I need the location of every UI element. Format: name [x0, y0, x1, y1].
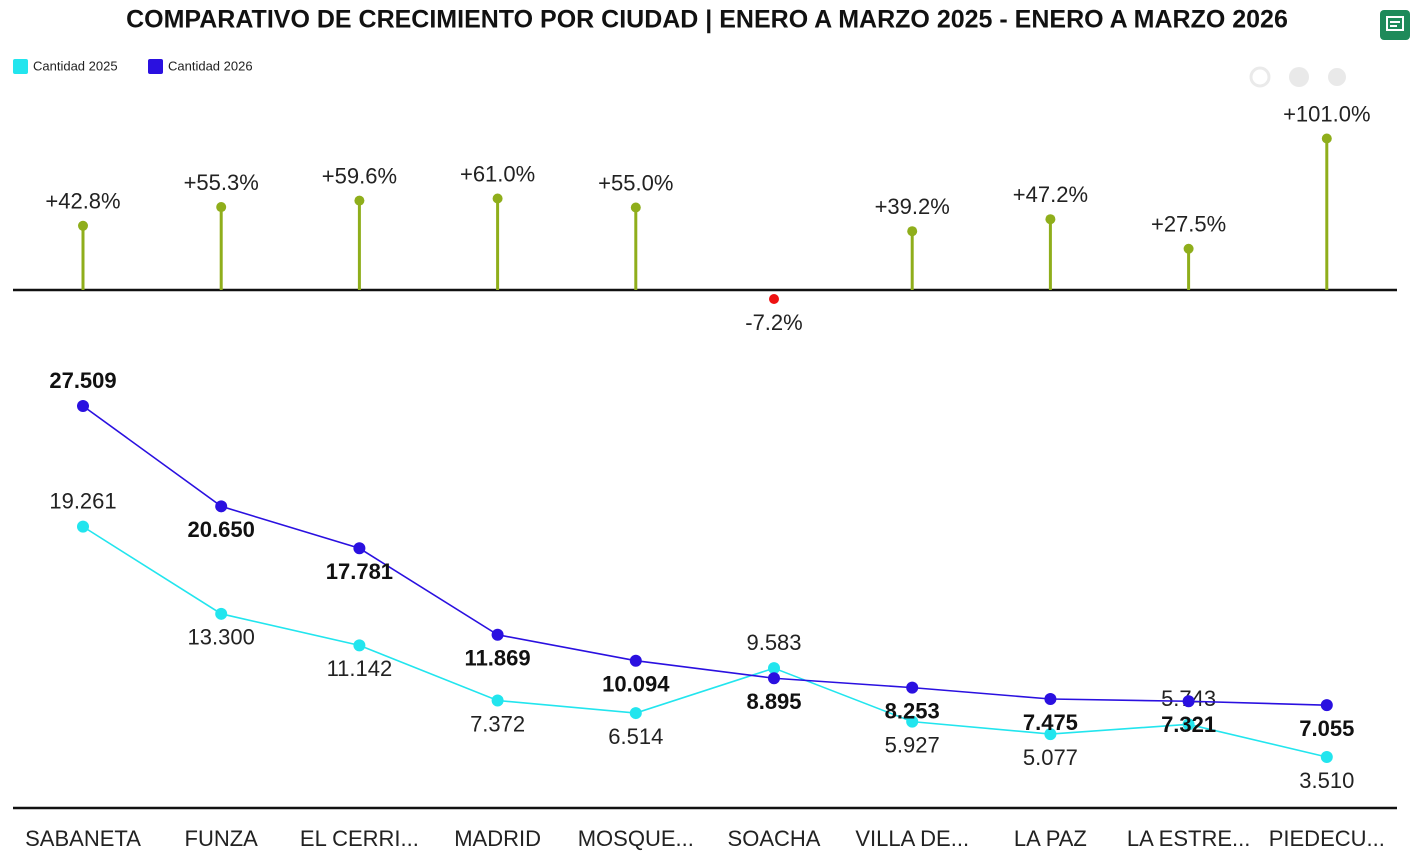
data-label: 7.372: [470, 711, 525, 736]
data-label: +47.2%: [1013, 182, 1088, 207]
data-label: 9.583: [746, 630, 801, 655]
data-label: 13.300: [188, 625, 255, 650]
data-label: +55.3%: [184, 170, 259, 195]
point: [1320, 699, 1333, 712]
data-label: +42.8%: [45, 189, 120, 214]
point: [491, 694, 504, 707]
point: [1044, 728, 1057, 741]
x-tick-label: FUNZA: [185, 826, 259, 851]
legend-label: Cantidad 2025: [33, 58, 118, 73]
data-label: 7.321: [1161, 712, 1216, 737]
lollipop-dot: [354, 195, 365, 206]
data-label: 6.514: [608, 724, 663, 749]
x-tick-label: MADRID: [454, 826, 541, 851]
x-tick-label: SOACHA: [728, 826, 821, 851]
data-label: +101.0%: [1283, 101, 1370, 126]
data-label: +27.5%: [1151, 212, 1226, 237]
data-label: 8.253: [885, 698, 940, 723]
x-tick-label: LA ESTRE...: [1127, 826, 1251, 851]
point: [629, 654, 642, 667]
point: [1182, 718, 1195, 731]
legend-swatch: [13, 59, 28, 74]
lollipop-dot: [78, 220, 88, 231]
legend-swatch: [148, 59, 163, 74]
data-label: 11.869: [465, 646, 531, 671]
chart-title: COMPARATIVO DE CRECIMIENTO POR CIUDAD | …: [126, 6, 1288, 34]
data-label: +61.0%: [460, 161, 535, 186]
data-label: 17.781: [326, 559, 393, 584]
legend-label: Cantidad 2026: [168, 58, 253, 73]
point: [353, 639, 366, 652]
point: [491, 628, 504, 641]
data-label: +39.2%: [875, 194, 950, 219]
data-label: 11.142: [327, 656, 393, 681]
data-label: 27.509: [49, 368, 116, 393]
point: [77, 400, 89, 412]
data-label: 5.077: [1023, 745, 1078, 770]
point: [1320, 751, 1333, 763]
x-tick-label: PIEDECU...: [1269, 826, 1385, 851]
point: [906, 681, 919, 694]
x-tick-label: SABANETA: [25, 826, 141, 851]
x-tick-label: EL CERRI...: [300, 826, 419, 851]
data-label: 10.094: [602, 672, 670, 697]
point: [77, 520, 89, 533]
data-label: 8.895: [746, 689, 801, 714]
lollipop-dot: [1321, 133, 1332, 144]
series-line: [82, 525, 1327, 758]
point: [215, 607, 228, 620]
point: [1044, 693, 1057, 706]
lollipop-dot: [1045, 214, 1056, 225]
lollipop-dot: [630, 202, 641, 213]
data-label: 5.927: [885, 732, 940, 757]
data-label: 7.475: [1023, 710, 1078, 735]
data-label: +55.0%: [598, 170, 673, 195]
lollipop-dot: [1183, 243, 1194, 254]
x-tick-label: MOSQUE...: [578, 826, 694, 851]
point: [629, 707, 642, 720]
lollipop-dot: [492, 193, 503, 204]
faded-toolbar: [1249, 66, 1346, 88]
point: [906, 715, 919, 728]
lollipop-dot: [907, 226, 918, 237]
data-label: +59.6%: [322, 163, 397, 188]
toolbar-button[interactable]: [1380, 10, 1410, 40]
x-tick-label: LA PAZ: [1014, 826, 1087, 851]
data-label: 19.261: [49, 488, 116, 513]
point: [1182, 695, 1195, 708]
point: [768, 672, 780, 685]
data-label: 20.650: [188, 517, 255, 542]
lollipop-dot: [769, 294, 779, 304]
data-label: 3.510: [1299, 768, 1354, 793]
point: [353, 542, 366, 555]
data-label: 7.055: [1299, 716, 1354, 741]
x-tick-label: VILLA DE...: [855, 826, 969, 851]
data-label: -7.2%: [745, 310, 802, 335]
point: [768, 662, 780, 675]
series-line: [82, 405, 1327, 706]
lollipop-dot: [216, 202, 227, 213]
point: [215, 500, 228, 513]
